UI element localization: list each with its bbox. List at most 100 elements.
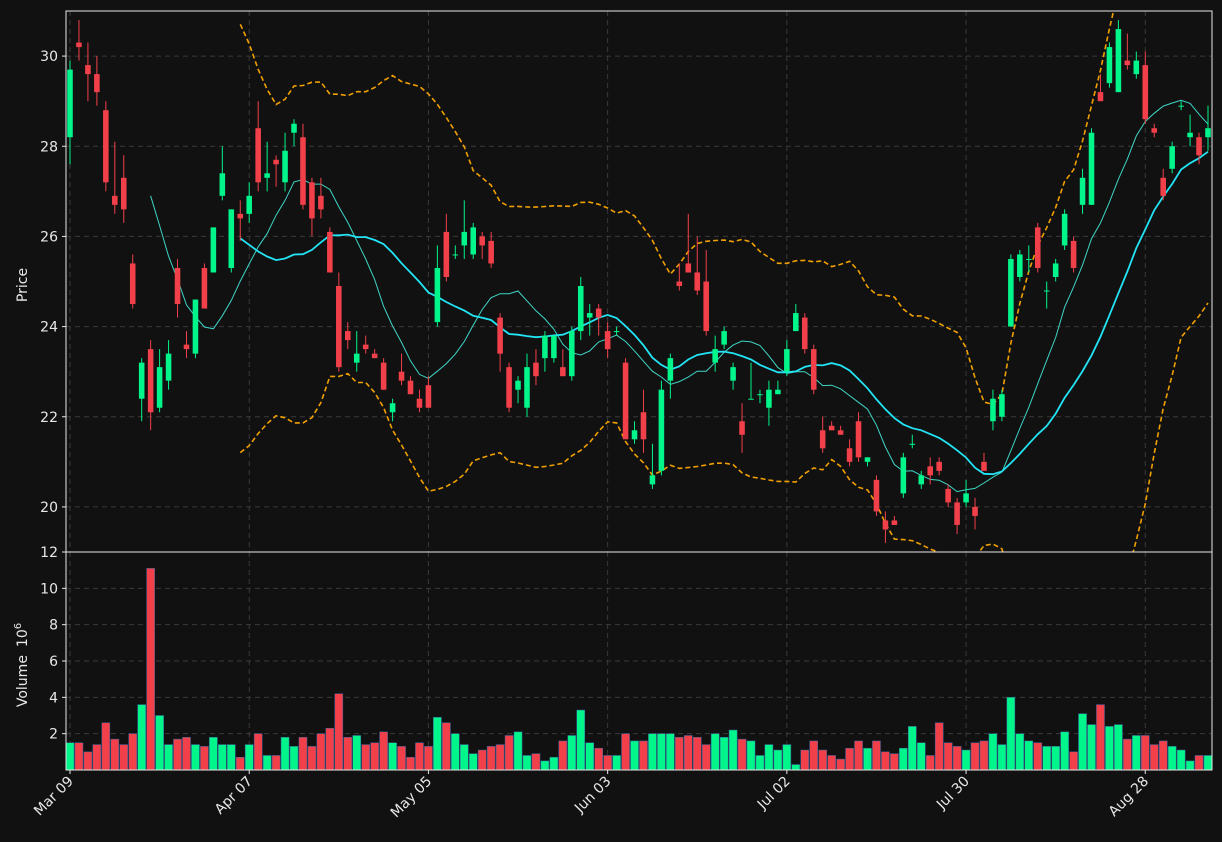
candle-body (1115, 29, 1122, 93)
candle-body (739, 421, 745, 435)
volume-bar (1203, 755, 1213, 771)
candle-body (138, 362, 145, 399)
volume-bar (468, 753, 478, 771)
volume-bar (235, 757, 245, 771)
moving-averages (150, 99, 1209, 493)
candle-body (291, 123, 297, 133)
volume-bar (280, 737, 290, 771)
candle-body (909, 443, 916, 445)
candle-body (837, 430, 844, 435)
volume-bar (845, 747, 854, 771)
volume-bar (648, 733, 657, 771)
volume-bar (979, 740, 989, 771)
candle-body (255, 128, 261, 183)
candle-body (864, 457, 871, 462)
volume-bar (890, 753, 899, 771)
candle-body (201, 267, 208, 309)
volume-bar (961, 749, 971, 771)
volume-bar (1132, 735, 1141, 771)
volume-bar (1024, 740, 1034, 771)
candle-body (784, 349, 790, 372)
volume-bar (988, 733, 998, 771)
candle-body (954, 502, 960, 525)
volume-bar (558, 740, 568, 771)
volume-bar (791, 764, 801, 771)
candle-body (775, 389, 781, 395)
candle-body (1169, 146, 1175, 169)
candle-body (85, 65, 91, 75)
volume-bar (262, 755, 272, 771)
candle-body (1196, 137, 1202, 156)
candle-body (443, 231, 450, 277)
volume-bar (899, 747, 908, 771)
volume-bar (74, 742, 84, 771)
volume-bar (137, 704, 146, 771)
candle-body (94, 74, 100, 93)
candle-body (676, 281, 683, 287)
volume-bar (1185, 760, 1195, 771)
volume-bar (352, 735, 362, 771)
volume-bar (325, 727, 335, 771)
volume-bar (755, 755, 765, 771)
volume-bar (1158, 740, 1168, 771)
candle-body (345, 331, 351, 341)
volume-bar (719, 737, 729, 771)
candle-body (264, 173, 270, 178)
volume-tick-label: 6 (49, 654, 58, 670)
candle-body (918, 475, 925, 485)
candle-body (273, 159, 279, 165)
candle-body (1124, 60, 1131, 66)
volume-bar (997, 744, 1007, 771)
candle-body (452, 254, 459, 256)
volume-bar (182, 737, 191, 771)
volume-bar (1015, 733, 1025, 771)
candle-body (604, 331, 611, 350)
candle-body (506, 367, 512, 408)
volume-bar (442, 722, 451, 771)
candle-body (1205, 128, 1211, 138)
candle-body (1008, 258, 1014, 327)
candle-body (470, 227, 477, 255)
volume-bar (1167, 746, 1177, 771)
volume-bar (630, 740, 639, 771)
volume-bar (952, 746, 962, 771)
price-tick-label: 30 (40, 49, 58, 65)
volume-bar (92, 744, 102, 771)
price-tick-label: 24 (40, 320, 58, 336)
candle-body (210, 227, 217, 273)
volume-bar (495, 744, 505, 771)
candle-body (174, 267, 181, 305)
volume-bar (728, 729, 738, 771)
volume-bar (504, 735, 514, 771)
candle-body (300, 137, 306, 205)
volume-bar (621, 733, 630, 771)
volume-bar (764, 744, 774, 771)
volume-bar (675, 737, 684, 771)
volume-bar (1149, 744, 1159, 771)
volume-axis-label: Volume 106 (13, 623, 31, 707)
candle-body (569, 331, 575, 377)
candle-body (757, 394, 763, 396)
volume-bar (1051, 746, 1060, 771)
candle-body (990, 398, 996, 422)
volume-bar (486, 746, 496, 771)
candle-body (936, 461, 942, 471)
candle-body (667, 358, 674, 381)
volume-bar (397, 746, 406, 771)
volume-bar (612, 755, 621, 771)
volume-bar (451, 733, 460, 771)
candle-body (67, 69, 73, 138)
candle-body (1160, 177, 1166, 196)
volume-bar (1176, 749, 1186, 771)
slow-ma-line (239, 150, 1209, 476)
volume-bar (943, 742, 953, 771)
volume-bar (334, 693, 344, 771)
volume-bar (200, 746, 209, 771)
candle-body (640, 412, 647, 440)
candle-body (461, 231, 468, 246)
candle-body (129, 263, 136, 305)
volume-bar (244, 744, 254, 771)
candle-body (1151, 128, 1158, 133)
volume-bar (388, 742, 397, 771)
